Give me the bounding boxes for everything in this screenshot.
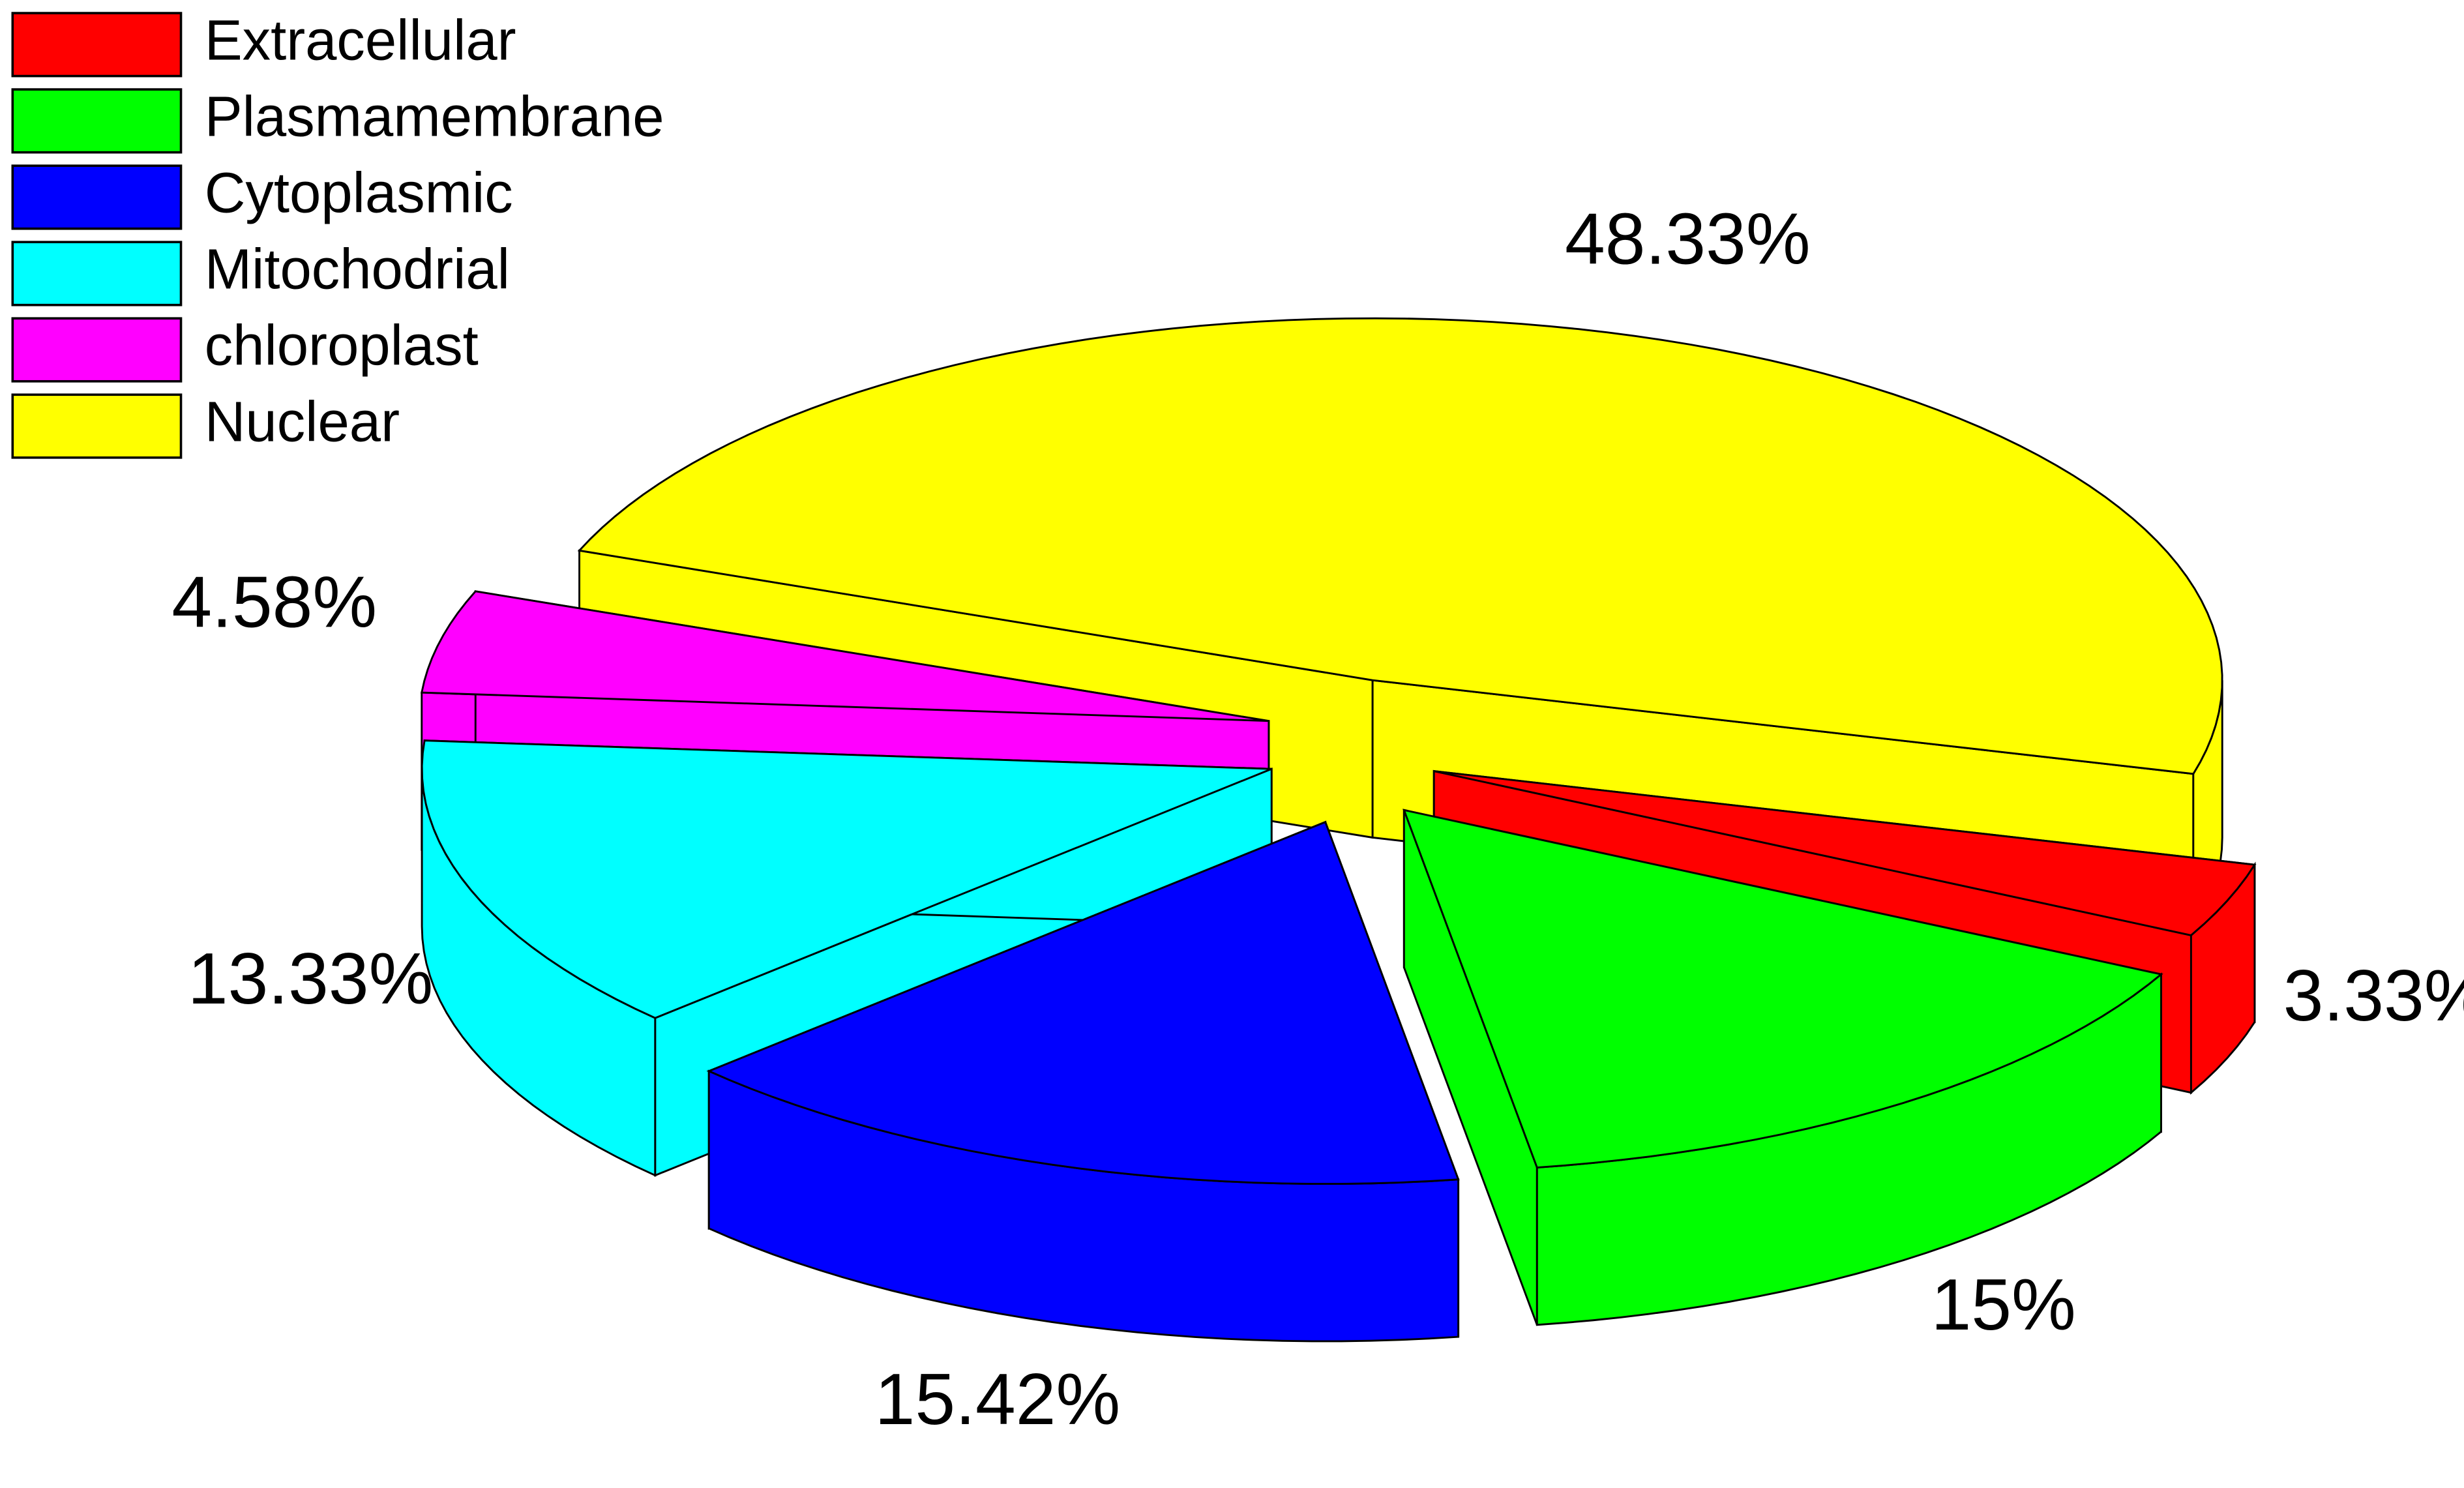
legend-label: Nuclear <box>205 390 400 453</box>
slice-top <box>1433 770 2257 936</box>
legend-label: Mitochodrial <box>205 237 510 301</box>
pie-slice <box>706 820 1460 1343</box>
value-label: 3.33% <box>2283 955 2464 1036</box>
legend-swatch <box>11 88 183 154</box>
slice-top <box>1403 809 2163 1169</box>
slice-top <box>577 317 2223 775</box>
legend-label: Cytoplasmic <box>205 161 513 224</box>
legend-label: Plasmamembrane <box>205 85 664 148</box>
legend-swatch <box>11 393 183 459</box>
legend-swatch <box>11 241 183 306</box>
legend-swatch <box>11 164 183 230</box>
legend-swatch <box>11 317 183 383</box>
value-label: 4.58% <box>171 561 377 642</box>
slice-top <box>420 590 1269 722</box>
legend-label: Extracellular <box>205 8 516 72</box>
legend-label: chloroplast <box>205 314 479 377</box>
value-label: 13.33% <box>188 938 433 1019</box>
value-label: 15% <box>1931 1264 2076 1345</box>
value-label: 48.33% <box>1565 198 1810 279</box>
legend-swatch <box>11 12 183 78</box>
value-label: 15.42% <box>875 1359 1120 1440</box>
slice-top <box>421 739 1272 1019</box>
slice-top <box>706 820 1460 1185</box>
pie-slice <box>1403 809 2163 1326</box>
